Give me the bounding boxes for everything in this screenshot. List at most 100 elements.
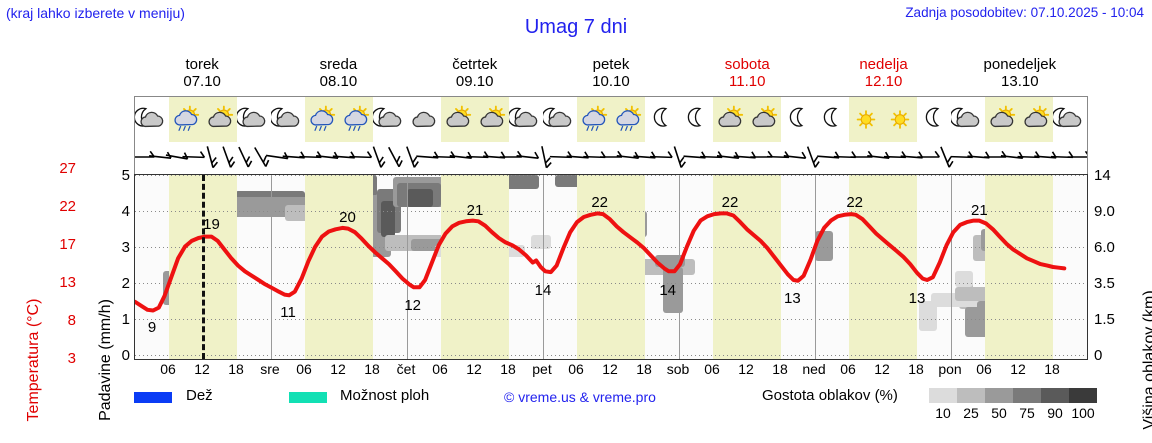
time-tick-label: 06 bbox=[160, 361, 176, 377]
cloud-scale-label: 25 bbox=[963, 405, 979, 421]
wind-barb-shaft bbox=[1017, 155, 1040, 159]
icon-day-group-0 bbox=[135, 97, 271, 142]
moon-cloud-icon bbox=[237, 107, 266, 128]
temp-extreme-label: 21 bbox=[466, 201, 484, 219]
wind-barb-feather bbox=[212, 161, 219, 169]
wind-barb-shaft bbox=[265, 154, 288, 160]
wind-barb-shaft bbox=[673, 146, 682, 168]
time-tick-label: 06 bbox=[840, 361, 856, 377]
weather-icon-cell bbox=[1019, 97, 1053, 142]
time-tick-label: 12 bbox=[738, 361, 754, 377]
cloud-blob bbox=[919, 301, 937, 331]
cloud-scale-step bbox=[929, 388, 957, 403]
wind-barb-shaft bbox=[700, 155, 723, 159]
wind-barb-feather bbox=[679, 156, 685, 164]
wind-barb-shaft bbox=[1000, 155, 1023, 159]
height-tick: 9.0 bbox=[1094, 203, 1115, 220]
icon-day-group-1 bbox=[271, 97, 407, 142]
wind-barb-feather bbox=[228, 156, 234, 164]
precip-tick: 5 bbox=[121, 167, 130, 184]
cloud-scale-step bbox=[985, 388, 1013, 403]
gridline bbox=[135, 283, 1087, 284]
time-tick-label: 18 bbox=[908, 361, 924, 377]
time-tick-label: 12 bbox=[602, 361, 618, 377]
height-tick: 1.5 bbox=[1094, 311, 1115, 328]
weather-icon-cell bbox=[169, 97, 203, 142]
time-tick-label: 06 bbox=[568, 361, 584, 377]
wind-barb-shaft bbox=[806, 146, 816, 168]
cloud-scale-label: 75 bbox=[1019, 405, 1035, 421]
temp-extreme-label: 20 bbox=[339, 208, 356, 226]
wind-barb-shaft bbox=[867, 155, 890, 159]
wind-barb-shaft bbox=[1034, 155, 1057, 159]
wind-barb-shaft bbox=[783, 155, 806, 159]
wind-barb-feather bbox=[398, 160, 403, 168]
weather-icon-cell bbox=[611, 97, 645, 142]
time-tick-label: 06 bbox=[432, 361, 448, 377]
time-tick-label: 12 bbox=[1010, 361, 1026, 377]
sun-icon bbox=[856, 110, 876, 129]
time-tick-label: pet bbox=[532, 361, 552, 377]
showers-legend-swatch bbox=[289, 392, 327, 403]
rain-legend-swatch bbox=[134, 392, 172, 403]
wind-barb-shaft bbox=[206, 146, 214, 168]
temp-extreme-label: 22 bbox=[846, 194, 863, 212]
time-tick-label: 18 bbox=[500, 361, 516, 377]
wind-barb-shaft bbox=[238, 146, 249, 168]
wind-barb-feather bbox=[948, 160, 954, 168]
gridline bbox=[135, 355, 1087, 356]
wind-barb-shaft bbox=[416, 155, 439, 159]
weather-icon-cell bbox=[917, 97, 951, 142]
precipitation-axis-ticks: 5 4 3 2 1 0 bbox=[100, 167, 130, 367]
page-title: Umag 7 dni bbox=[524, 16, 628, 38]
temp-tick: 17 bbox=[59, 236, 76, 253]
day-date: 11.10 bbox=[729, 73, 766, 90]
meteogram-plot: 9 19 11 20 12 21 14 22 14 22 13 22 13 21 bbox=[134, 174, 1088, 360]
icon-day-group-6 bbox=[951, 97, 1087, 142]
gridline bbox=[135, 247, 1087, 248]
weather-icon-cell bbox=[135, 97, 169, 142]
cloud-blob bbox=[381, 201, 395, 237]
sun-cloud-rain-icon bbox=[174, 105, 200, 131]
wind-barb-feather bbox=[366, 151, 373, 158]
wind-barb-feather bbox=[247, 160, 253, 168]
day-header-2: četrtek 09.10 bbox=[407, 56, 543, 94]
time-tick-label: 12 bbox=[194, 361, 210, 377]
moon-cloud-icon bbox=[951, 107, 980, 128]
sun-cloud-rain-icon bbox=[616, 105, 642, 131]
wind-barb-feather bbox=[934, 150, 940, 158]
rain-legend-label: Dež bbox=[186, 387, 213, 404]
wind-barb-feather bbox=[283, 151, 289, 159]
weather-icon-cell bbox=[985, 97, 1019, 142]
time-tick-label: sre bbox=[260, 361, 280, 377]
location-menu-hint[interactable]: (kraj lahko izberete v meniju) bbox=[6, 5, 185, 21]
day-header-4: sobota 11.10 bbox=[679, 56, 815, 94]
wind-barb-feather bbox=[946, 156, 952, 164]
daylight-band bbox=[305, 175, 373, 359]
wind-barb-shaft bbox=[165, 154, 188, 160]
wind-barb-feather bbox=[229, 161, 236, 168]
icon-day-group-3 bbox=[543, 97, 679, 142]
day-date: 09.10 bbox=[455, 73, 494, 90]
weather-icon-cell bbox=[849, 97, 883, 142]
cloud-scale-step bbox=[1041, 388, 1069, 403]
copyright-link[interactable]: © vreme.us & vreme.pro bbox=[504, 389, 656, 405]
day-header-3: petek 10.10 bbox=[543, 56, 679, 94]
precip-tick: 3 bbox=[121, 239, 130, 256]
day-name: sreda bbox=[319, 56, 358, 73]
height-tick: 6.0 bbox=[1094, 239, 1115, 256]
time-tick-label: 18 bbox=[364, 361, 380, 377]
wind-barb-feather bbox=[378, 156, 384, 164]
day-header-5: nedelja 12.10 bbox=[815, 56, 951, 94]
wind-barb-feather bbox=[545, 162, 552, 169]
weather-icon-cell bbox=[713, 97, 747, 142]
temp-tick: 13 bbox=[59, 274, 76, 291]
cloud-scale-label: 100 bbox=[1071, 405, 1095, 421]
time-tick-label: 18 bbox=[228, 361, 244, 377]
wind-barb-shaft bbox=[683, 155, 706, 159]
legend: Dež Možnost ploh © vreme.us & vreme.pro … bbox=[134, 387, 1144, 427]
weather-icon-cell bbox=[577, 97, 611, 142]
time-tick-label: pon bbox=[938, 361, 962, 377]
temperature-axis-title: Temperatura (°C) bbox=[25, 298, 42, 422]
weather-icon-cell bbox=[407, 97, 441, 142]
